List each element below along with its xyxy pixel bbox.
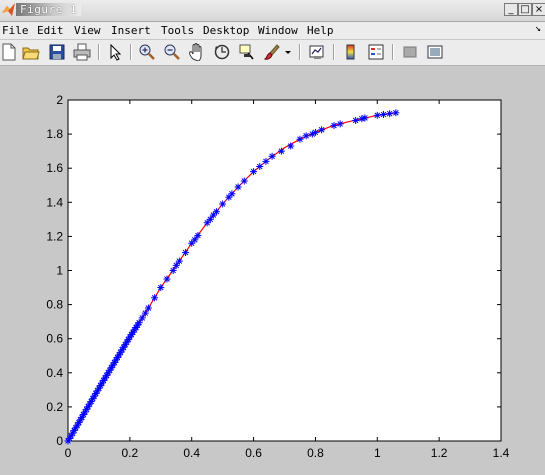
minimize-button[interactable]: _ [504,3,518,16]
data-point-marker [379,110,387,118]
data-point-marker [277,147,285,155]
y-tick-label: 2 [56,93,63,107]
x-tick-label: 1 [374,446,381,460]
hide-plot-tools-icon[interactable] [401,43,419,61]
data-point-marker [352,116,360,124]
data-point-marker [169,267,177,274]
data-point-marker [206,215,214,223]
y-tick-label: 0.8 [46,298,63,312]
menu-tools[interactable]: Tools [161,24,195,37]
y-tick-labels: 0 0.2 0.4 0.6 0.8 1 1.2 1.4 1.6 1.8 2 [46,93,63,448]
data-point-marker [138,314,146,322]
x-tick-labels: 0 0.2 0.4 0.6 0.8 1 1.2 1.4 [65,446,510,460]
data-point-marker [141,309,149,317]
data-point-marker [175,257,183,265]
y-tick-label: 1.8 [46,127,63,141]
insert-legend-icon[interactable] [367,43,385,61]
data-point-marker [318,126,326,134]
zoom-in-icon[interactable] [138,43,156,61]
menu-help[interactable]: Help [307,24,334,37]
y-tick-label: 1.2 [46,229,63,243]
dock-arrow-icon[interactable]: ↘ [534,23,541,34]
data-point-marker [262,157,270,165]
y-tick-label: 0.2 [46,400,63,414]
y-tick-label: 1.4 [46,195,63,209]
data-point-marker [240,177,248,185]
y-tick-label: 0.6 [46,332,63,346]
brush-icon[interactable] [263,43,281,61]
tick-marks [67,99,502,442]
data-point-marker [386,110,394,118]
x-tick-label: 0.2 [122,446,139,460]
menu-bar: File Edit View Insert Tools Desktop Wind… [0,22,545,39]
data-point-marker [194,232,202,240]
x-tick-label: 0.6 [245,446,262,460]
data-point-marker [234,183,242,191]
data-point-marker [163,275,171,283]
data-point-marker [212,208,220,216]
data-point-marker [373,111,381,119]
data-point-marker [361,114,369,122]
data-point-marker [311,128,319,136]
data-point-marker [250,168,258,176]
data-point-marker [228,190,236,198]
insert-colorbar-icon[interactable] [342,43,360,61]
save-figure-icon[interactable] [48,43,66,61]
x-tick-label: 0.4 [183,446,200,460]
data-point-marker [135,319,143,327]
menu-view[interactable]: View [74,24,101,37]
menu-file[interactable]: File [2,24,29,37]
close-button[interactable]: × [532,3,545,16]
data-point-marker [219,200,227,208]
y-tick-label: 1 [56,264,63,278]
edit-plot-icon[interactable] [106,43,124,61]
data-point-marker [392,109,400,117]
data-point-marker [296,135,304,143]
matlab-logo-icon [2,3,15,16]
show-plot-tools-icon[interactable] [426,43,444,61]
data-point-marker [302,132,310,140]
axes-box[interactable] [67,99,502,442]
data-point-marker [130,326,138,334]
maximize-button[interactable]: □ [518,3,532,16]
data-point-marker [79,411,87,419]
x-tick-label: 0.8 [307,446,324,460]
data-point-marker [287,142,295,150]
data-point-marker [256,162,264,170]
y-tick-label: 1.6 [46,161,63,175]
menu-edit[interactable]: Edit [37,24,64,37]
brush-dropdown-icon[interactable] [283,43,293,61]
open-file-icon[interactable] [22,43,40,61]
print-figure-icon[interactable] [73,43,91,61]
data-point-marker [330,122,338,130]
data-point-marker [182,249,190,257]
rotate-3d-icon[interactable] [213,43,231,61]
data-point-marker [336,120,344,128]
data-cursor-icon[interactable] [238,43,256,61]
data-point-marker [144,304,152,312]
menu-desktop[interactable]: Desktop [203,24,250,37]
zoom-out-icon[interactable] [163,43,181,61]
data-point-marker [268,152,276,160]
menu-window[interactable]: Window [258,24,298,37]
x-tick-label: 1.2 [431,446,448,460]
x-tick-label: 0 [65,446,72,460]
data-point-marker [151,294,159,302]
new-figure-icon[interactable] [0,43,18,61]
figure-toolbar [0,40,545,66]
title-bar: Figure 1 _ □ × [0,0,545,22]
data-point-marker [157,284,165,292]
y-tick-label: 0 [56,434,63,448]
y-tick-label: 0.4 [46,366,63,380]
x-tick-label: 1.4 [493,446,510,460]
figure-canvas: 0 0.2 0.4 0.6 0.8 1 1.2 1.4 0 0.2 0.4 0.6 0.8 1 1.2 1.… [46,93,510,460]
window-title: Figure 1 [16,3,81,16]
link-plot-icon[interactable] [308,43,326,61]
series-markers [64,109,400,445]
data-point-marker [172,261,180,269]
data-point-marker [191,236,199,244]
pan-icon[interactable] [188,43,206,61]
menu-insert[interactable]: Insert [111,24,151,37]
